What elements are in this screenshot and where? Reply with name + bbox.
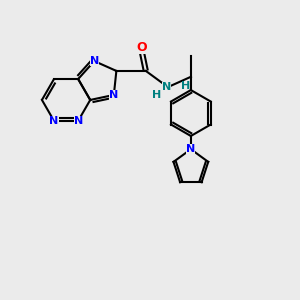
Text: O: O bbox=[136, 41, 147, 54]
Text: N: N bbox=[109, 90, 119, 100]
Text: N: N bbox=[186, 144, 196, 154]
Text: N: N bbox=[186, 144, 196, 154]
Text: H: H bbox=[152, 90, 161, 100]
Text: N: N bbox=[90, 56, 99, 66]
Text: N: N bbox=[162, 82, 171, 92]
Text: H: H bbox=[181, 81, 190, 91]
Text: N: N bbox=[50, 116, 58, 126]
Text: N: N bbox=[74, 116, 83, 126]
